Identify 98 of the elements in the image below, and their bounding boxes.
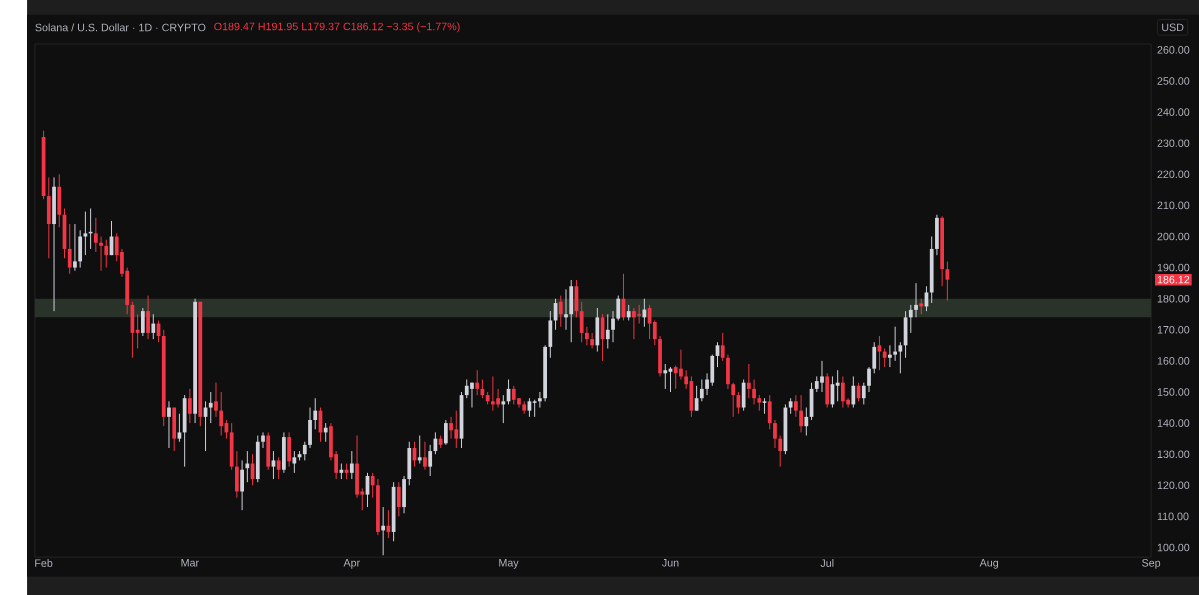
- x-tick-label: Apr: [343, 558, 360, 569]
- y-tick-label: 170.00: [1157, 325, 1190, 334]
- candlestick: [151, 313, 156, 340]
- candlestick: [804, 406, 809, 436]
- candlestick: [799, 394, 803, 433]
- candlestick: [177, 413, 182, 443]
- candlestick: [773, 419, 777, 449]
- candlestick: [882, 347, 887, 368]
- y-tick-label: 250.00: [1157, 77, 1190, 85]
- candlestick: [699, 378, 704, 402]
- candlestick: [611, 310, 615, 343]
- candlestick: [835, 369, 840, 402]
- text: O189.47 H191.95 L179.37 C186.12 −3.35 (−1.77%): [214, 22, 460, 33]
- candlestick: [214, 382, 218, 418]
- candlestick: [396, 481, 401, 517]
- candlestick: [867, 366, 871, 393]
- candlestick: [370, 472, 375, 499]
- candlestick: [898, 341, 903, 374]
- candlestick: [538, 391, 542, 408]
- text: 186.12: [1157, 275, 1190, 284]
- y-tick-label: 130.00: [1157, 450, 1190, 458]
- candlestick: [208, 391, 213, 424]
- candlestick: [146, 294, 150, 340]
- x-tick-label: Aug: [979, 558, 999, 569]
- candlestick: [428, 444, 433, 477]
- candlestick: [605, 313, 610, 349]
- chart-title: Solana / U.S. Dollar · 1D · CRYPTO: [35, 23, 206, 32]
- y-tick-label: 120.00: [1157, 481, 1190, 489]
- candlestick: [140, 307, 145, 337]
- candlestick: [793, 394, 798, 418]
- candlestick: [872, 341, 877, 374]
- candlestick: [167, 400, 171, 449]
- candlestick: [585, 326, 589, 346]
- y-tick-label: 180.00: [1157, 294, 1190, 303]
- candlestick: [564, 288, 568, 331]
- candlestick: [313, 397, 318, 430]
- x-tick-label: Feb: [35, 558, 53, 567]
- y-tick-label: 110.00: [1157, 512, 1189, 521]
- candlestick: [219, 391, 224, 436]
- y-tick-label: 230.00: [1157, 139, 1190, 147]
- y-tick-label: 220.00: [1157, 170, 1190, 178]
- candlestick: [877, 335, 882, 371]
- x-tick-label: Sep: [1142, 558, 1161, 569]
- candlestick: [888, 344, 892, 368]
- candlestick: [99, 235, 103, 272]
- y-tick-label: 140.00: [1157, 419, 1190, 427]
- candlestick: [663, 363, 668, 390]
- candlestick: [240, 459, 244, 511]
- y-tick-label: 190.00: [1157, 263, 1190, 272]
- candlestick: [590, 332, 595, 349]
- candlestick: [762, 397, 767, 415]
- y-tick-label: 240.00: [1157, 108, 1190, 116]
- candlestick: [579, 301, 584, 343]
- candlestick: [104, 238, 109, 268]
- candlestick: [893, 326, 898, 362]
- candlestick: [135, 313, 140, 349]
- candlestick: [851, 375, 856, 408]
- candlestick: [302, 441, 307, 461]
- candlestick: [187, 388, 192, 424]
- candlestick: [778, 434, 783, 467]
- candlestick: [349, 450, 354, 480]
- candlestick: [443, 419, 448, 446]
- candlestick: [616, 294, 621, 321]
- candlestick: [746, 363, 751, 399]
- candlestick: [276, 456, 281, 480]
- y-tick-label: 100.00: [1157, 543, 1190, 552]
- x-tick-label: May: [499, 558, 519, 569]
- candlestick: [261, 431, 265, 449]
- y-axis-title: USD: [1162, 23, 1184, 32]
- candlestick: [501, 394, 506, 424]
- y-tick-label: 200.00: [1157, 232, 1190, 241]
- candlestick: [642, 298, 647, 328]
- x-tick-label: Mar: [181, 558, 199, 567]
- candlestick: [652, 319, 657, 346]
- candlestick: [914, 282, 918, 318]
- candlestick: [423, 441, 427, 471]
- x-tick-label: Jul: [820, 558, 834, 567]
- x-tick-label: Jun: [662, 558, 679, 567]
- candlestick: [908, 304, 913, 334]
- candlestick: [558, 294, 563, 328]
- candlestick: [731, 382, 736, 418]
- y-tick-label: 260.00: [1157, 45, 1190, 54]
- y-tick-label: 210.00: [1157, 201, 1190, 210]
- candlestick: [475, 369, 480, 396]
- candlestick: [684, 369, 689, 390]
- candlestick: [67, 223, 72, 275]
- candlestick: [271, 450, 276, 480]
- candlestick: [752, 378, 756, 405]
- candlestick: [292, 450, 297, 474]
- candlestick: [93, 217, 98, 253]
- candlestick: [945, 260, 950, 302]
- candlestick: [767, 394, 772, 430]
- candlestick: [417, 434, 422, 464]
- candlestick: [861, 382, 866, 405]
- y-tick-label: 160.00: [1157, 356, 1190, 365]
- y-tick-label: 150.00: [1157, 388, 1190, 396]
- candlestick: [73, 223, 77, 272]
- candlestick: [720, 332, 725, 362]
